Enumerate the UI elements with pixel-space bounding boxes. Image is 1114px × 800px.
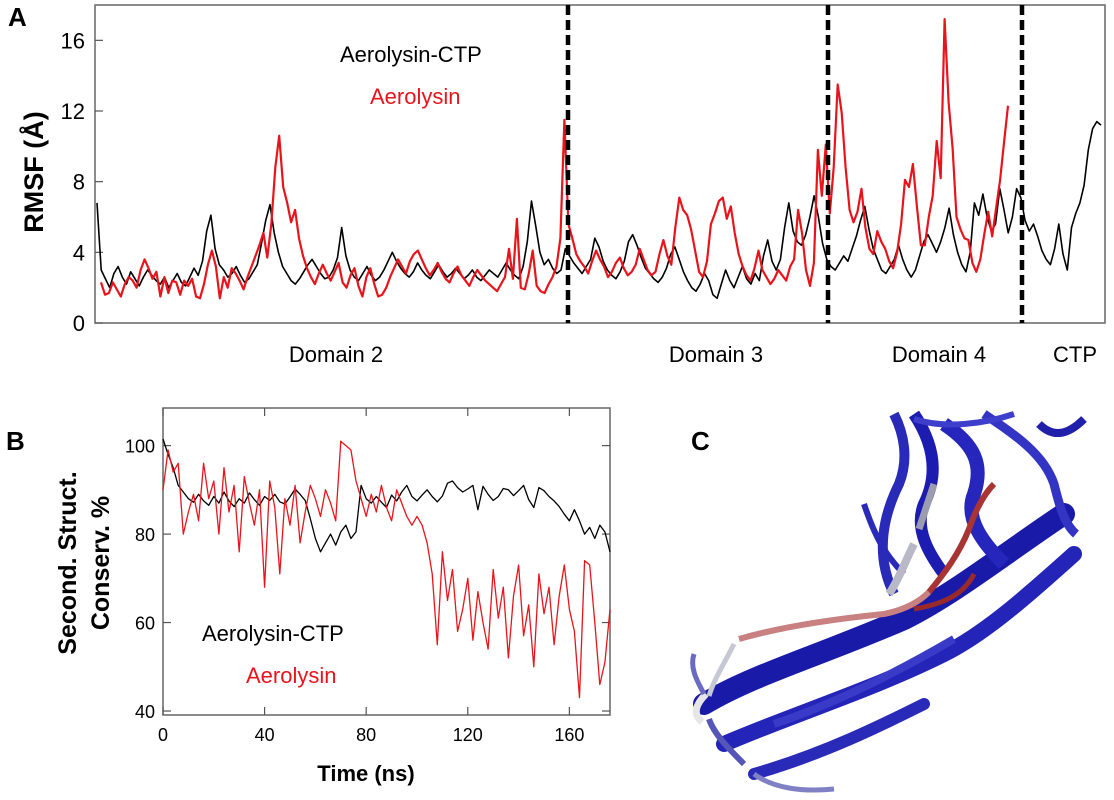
conservation-series [162, 438, 611, 699]
rmsf-plot-frame [94, 4, 1106, 324]
conservation-xtick-label: 40 [255, 725, 275, 745]
legend-b-aerolysin: Aerolysin [246, 663, 336, 688]
conservation-ytick-label: 80 [135, 525, 155, 545]
panel-letter-c: C [691, 426, 710, 456]
legend-aerolysin-ctp: Aerolysin-CTP [340, 42, 482, 67]
conservation-xtick-label: 120 [453, 725, 483, 745]
conservation-ytick-label: 100 [125, 437, 155, 457]
conservation-xtick-label: 160 [554, 725, 584, 745]
rmsf-ytick-label: 16 [61, 28, 85, 53]
region-label-domain-4: Domain 4 [892, 342, 986, 367]
conservation-xlabel: Time (ns) [317, 761, 414, 786]
region-label-domain-3: Domain 3 [669, 342, 763, 367]
rmsf-ytick-label: 4 [73, 240, 85, 265]
rmsf-line-aerolysin-ctp [96, 120, 1102, 300]
conservation-plot-frame [162, 407, 611, 716]
rmsf-ytick-label: 8 [73, 170, 85, 195]
rmsf-series [96, 18, 1102, 300]
legend-aerolysin: Aerolysin [370, 84, 460, 109]
rmsf-axes: 0 4 8 12 16 [61, 4, 1106, 336]
legend-b-aerolysin-ctp: Aerolysin-CTP [202, 621, 344, 646]
domain-dividers [565, 5, 1025, 323]
protein-structure-image [690, 410, 1087, 793]
rmsf-chart: 0 4 8 12 16 RMSF (Å) Aerolysin-CTP Aerolysin… [18, 4, 1106, 367]
region-label-domain-2: Domain 2 [289, 342, 383, 367]
conservation-xtick-label: 80 [356, 725, 376, 745]
conservation-line-aerolysin [162, 440, 611, 699]
conservation-ylabel-line2: Conserv. % [87, 496, 115, 630]
rmsf-line-aerolysin [99, 18, 1010, 300]
conservation-ytick-label: 60 [135, 614, 155, 634]
conservation-ytick-label: 40 [135, 702, 155, 722]
panel-letter-b: B [6, 426, 25, 456]
conservation-ylabel-line1: Second. Struct. [54, 471, 82, 654]
conservation-xtick-label: 0 [158, 725, 168, 745]
conservation-line-aerolysin-ctp [162, 438, 611, 553]
rmsf-ytick-label: 12 [61, 99, 85, 124]
panel-letter-a: A [8, 2, 27, 32]
rmsf-ytick-label: 0 [73, 311, 85, 336]
region-label-ctp: CTP [1053, 342, 1097, 367]
rmsf-ylabel: RMSF (Å) [18, 111, 49, 232]
